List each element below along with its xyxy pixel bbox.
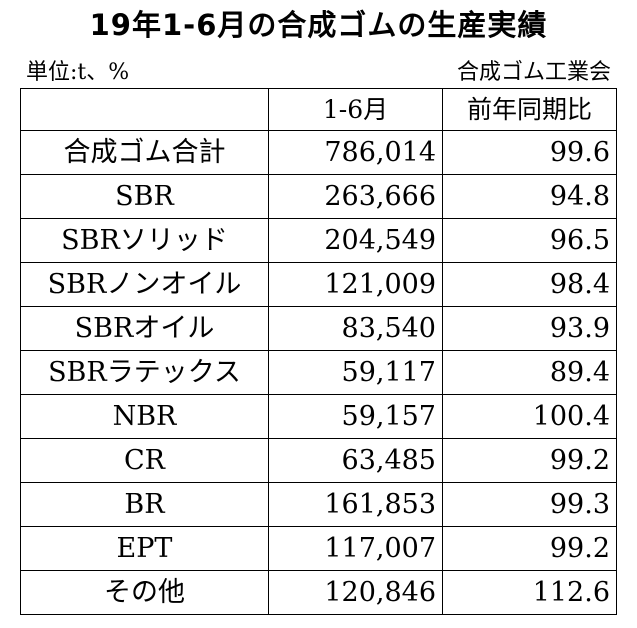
row-label: その他	[20, 570, 269, 615]
table-row: SBR 263,666 94.8	[20, 174, 617, 219]
cell: 121,009	[268, 262, 443, 307]
row-label: SBRソリッド	[20, 218, 269, 263]
cell: 99.3	[442, 482, 617, 527]
cell: 117,007	[268, 526, 443, 571]
table-row: SBRラテックス 59,117 89.4	[20, 350, 617, 395]
cell: 99.6	[442, 130, 617, 175]
row-label: SBRノンオイル	[20, 262, 269, 307]
cell: 59,157	[268, 394, 443, 439]
row-label: EPT	[20, 526, 269, 571]
column-header: 1-6月	[268, 88, 443, 131]
row-label: SBR	[20, 174, 269, 219]
column-header: 前年同期比	[442, 88, 617, 131]
table-row: SBRオイル 83,540 93.9	[20, 306, 617, 351]
row-label: BR	[20, 482, 269, 527]
cell: 112.6	[442, 570, 617, 615]
title: 19年1-6月の合成ゴムの生産実績	[89, 8, 548, 42]
row-label: CR	[20, 438, 269, 483]
cell: 100.4	[442, 394, 617, 439]
cell: 59,117	[268, 350, 443, 395]
cell: 96.5	[442, 218, 617, 263]
source: 合成ゴム工業会	[456, 60, 611, 85]
row-label: NBR	[20, 394, 269, 439]
cell: 99.2	[442, 438, 617, 483]
cell: 263,666	[268, 174, 443, 219]
cell: 161,853	[268, 482, 443, 527]
cell: 786,014	[268, 130, 443, 175]
table-row: SBRソリッド 204,549 96.5	[20, 218, 617, 263]
table-row: CR 63,485 99.2	[20, 438, 617, 483]
cell: 94.8	[442, 174, 617, 219]
cell: 120,846	[268, 570, 443, 615]
cell: 83,540	[268, 306, 443, 351]
cell: 89.4	[442, 350, 617, 395]
table-row: 合成ゴム合計 786,014 99.6	[20, 130, 617, 175]
row-label: SBRオイル	[20, 306, 269, 351]
table-row: その他 120,846 112.6	[20, 570, 617, 615]
cell: 63,485	[268, 438, 443, 483]
unit-note: 単位:t、%	[26, 60, 130, 85]
row-label: SBRラテックス	[20, 350, 269, 395]
cell: 99.2	[442, 526, 617, 571]
table-row: NBR 59,157 100.4	[20, 394, 617, 439]
cell: 93.9	[442, 306, 617, 351]
cell: 98.4	[442, 262, 617, 307]
column-header	[20, 88, 269, 131]
production-table: 1-6月 前年同期比 合成ゴム合計 786,014 99.6 SBR 263,666 94.8…	[20, 88, 617, 615]
cell: 204,549	[268, 218, 443, 263]
table-row: EPT 117,007 99.2	[20, 526, 617, 571]
table-row: BR 161,853 99.3	[20, 482, 617, 527]
header-row: 1-6月 前年同期比	[20, 88, 617, 131]
table-row: SBRノンオイル 121,009 98.4	[20, 262, 617, 307]
row-label: 合成ゴム合計	[20, 130, 269, 175]
